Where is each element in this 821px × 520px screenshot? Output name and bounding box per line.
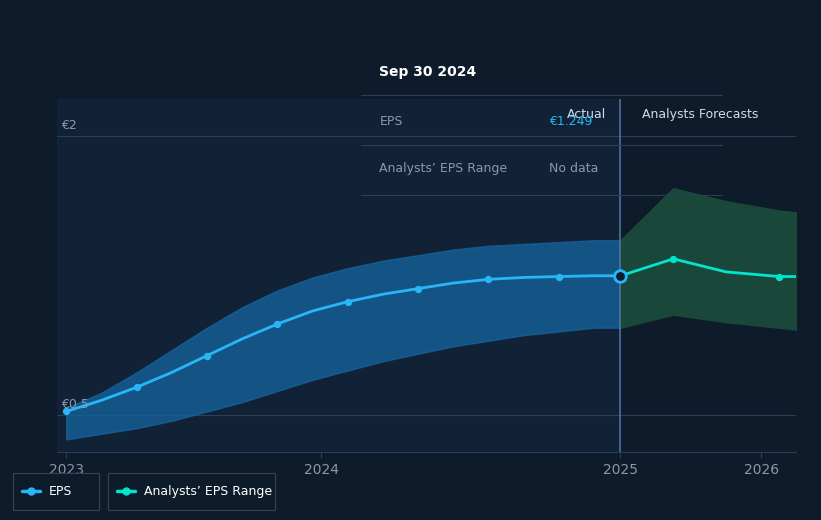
- Point: [614, 271, 627, 280]
- Point: [119, 487, 132, 496]
- Text: EPS: EPS: [379, 115, 402, 128]
- Point: [342, 297, 355, 306]
- Point: [25, 487, 38, 496]
- Text: No data: No data: [549, 162, 599, 175]
- Point: [271, 320, 284, 328]
- Text: €0.5: €0.5: [61, 398, 89, 411]
- Text: €2: €2: [61, 119, 76, 132]
- Point: [482, 275, 495, 283]
- Text: Analysts Forecasts: Analysts Forecasts: [641, 108, 758, 121]
- FancyBboxPatch shape: [108, 473, 274, 510]
- Point: [200, 352, 213, 360]
- Text: Analysts’ EPS Range: Analysts’ EPS Range: [379, 162, 507, 175]
- Point: [553, 272, 566, 281]
- Text: EPS: EPS: [49, 485, 72, 498]
- Text: Actual: Actual: [567, 108, 607, 121]
- Text: €1.249: €1.249: [549, 115, 593, 128]
- Point: [130, 383, 143, 392]
- Bar: [57, 99, 621, 452]
- FancyBboxPatch shape: [13, 473, 99, 510]
- Point: [667, 255, 680, 263]
- Point: [773, 272, 786, 281]
- Point: [411, 284, 424, 293]
- Point: [60, 407, 73, 415]
- Text: Sep 30 2024: Sep 30 2024: [379, 64, 476, 79]
- Text: Analysts’ EPS Range: Analysts’ EPS Range: [144, 485, 272, 498]
